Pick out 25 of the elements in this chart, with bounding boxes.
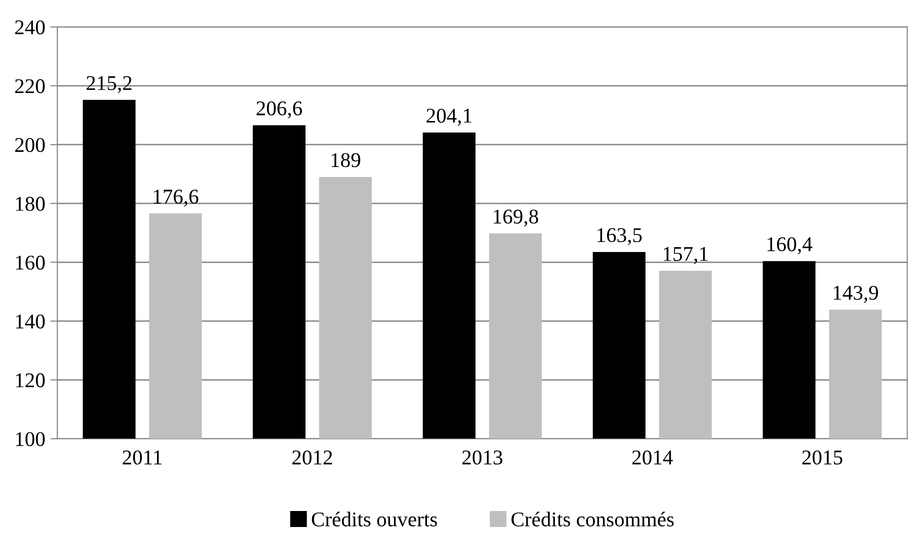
legend-label: Crédits consommés xyxy=(512,512,674,526)
y-tick-label: 220 xyxy=(15,79,45,94)
x-tick-label: 2013 xyxy=(462,450,502,465)
legend-label: Crédits ouverts xyxy=(312,512,437,526)
data-label: 206,6 xyxy=(256,101,302,118)
y-tick-label: 160 xyxy=(16,256,45,270)
y-tick-label: 180 xyxy=(16,196,45,211)
data-label: 157,1 xyxy=(664,247,708,264)
data-label: 176,6 xyxy=(154,190,198,207)
data-label: 204,1 xyxy=(426,108,472,126)
y-tick-label: 200 xyxy=(15,138,45,152)
data-label: 169,8 xyxy=(494,210,538,227)
data-label: 189 xyxy=(332,153,360,168)
y-tick-label: 140 xyxy=(16,314,45,329)
x-tick-label: 2011 xyxy=(122,450,162,465)
x-tick-label: 2014 xyxy=(632,450,673,465)
data-label: 163,5 xyxy=(598,228,642,246)
data-label: 160,4 xyxy=(768,237,812,254)
data-label: 143,9 xyxy=(834,286,878,303)
y-tick-label: 100 xyxy=(16,432,45,446)
data-label: 215,2 xyxy=(86,76,132,94)
x-tick-label: 2015 xyxy=(802,450,842,465)
y-tick-label: 240 xyxy=(15,20,45,34)
x-tick-label: 2012 xyxy=(292,450,332,465)
y-tick-label: 120 xyxy=(16,373,45,388)
